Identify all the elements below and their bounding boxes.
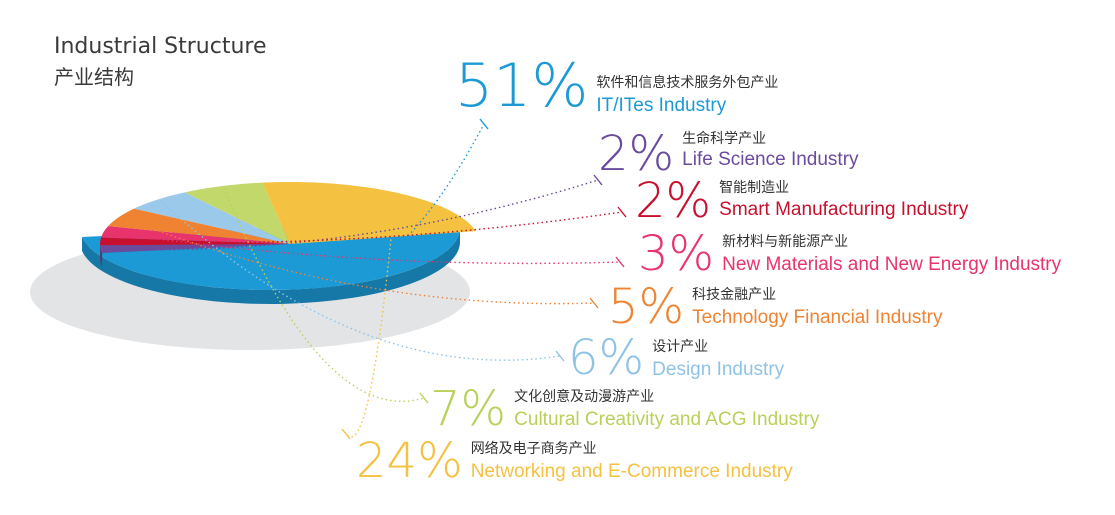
leader-line [123, 217, 595, 305]
slice-percent-label: 51% [455, 51, 588, 121]
leader-tick [419, 392, 429, 404]
pie-slice [100, 237, 291, 246]
leader-tick [555, 350, 565, 362]
leader-lines [105, 118, 627, 440]
chart-title: Industrial Structure [54, 34, 267, 59]
pie-slice [108, 208, 290, 244]
slice-label-cn: 设计产业 [652, 339, 708, 355]
leader-line [109, 231, 621, 265]
chart-subtitle: 产业结构 [54, 65, 134, 89]
slice-percent-label: 6% [568, 330, 644, 386]
slice-label-en: Smart Manufacturing Industry [719, 199, 969, 220]
slice-label-en: Design Industry [652, 359, 785, 380]
slice-percent-label: 5% [608, 279, 684, 335]
pie-slice [101, 226, 291, 244]
slice-label-en: Networking and E-Commerce Industry [471, 461, 794, 482]
leader-line [345, 194, 396, 438]
slice-labels: 51% 软件和信息技术服务外包产业 IT/ITes Industry 2% 生命科学产业… [356, 51, 1062, 489]
leader-line [223, 187, 425, 403]
slice-label-en: Life Science Industry [682, 149, 859, 170]
slice-label-en: New Materials and New Energy Industry [722, 254, 1061, 275]
leader-tick [593, 174, 603, 186]
slice-label-cn: 生命科学产业 [682, 130, 766, 147]
pie-slice [184, 182, 290, 244]
leader-line [105, 211, 623, 244]
slice-label-cn: 新材料与新能源产业 [722, 234, 848, 250]
pie-slice-side [82, 228, 460, 305]
pie-slice [133, 192, 290, 244]
slice-percent-label: 24% [356, 433, 463, 489]
pie-slices [82, 181, 476, 305]
slice-percent-label: 2% [598, 126, 674, 182]
leader-tick [617, 206, 627, 218]
pie-slice [262, 181, 476, 244]
slice-label-cn: 科技金融产业 [692, 287, 776, 303]
slice-percent-label: 7% [430, 381, 506, 437]
slice-label-cn: 网络及电子商务产业 [471, 441, 597, 457]
leader-tick [341, 428, 351, 440]
slice-label-en: Cultural Creativity and ACG Industry [514, 409, 820, 430]
leader-tick [479, 118, 489, 130]
slice-percent-label: 2% [635, 173, 711, 229]
leader-tick [589, 297, 599, 309]
slice-percent-label: 3% [638, 226, 714, 282]
leader-line [302, 123, 485, 289]
pie-slice-side [100, 245, 103, 268]
slice-label-cn: 智能制造业 [719, 180, 789, 196]
leader-tick [615, 256, 625, 268]
slice-label-en: Technology Financial Industry [692, 307, 943, 328]
slice-label-en: IT/ITes Industry [596, 95, 726, 116]
slice-label-cn: 文化创意及动漫游产业 [514, 388, 654, 405]
leader-line [106, 179, 599, 251]
slice-label-cn: 软件和信息技术服务外包产业 [596, 74, 778, 91]
